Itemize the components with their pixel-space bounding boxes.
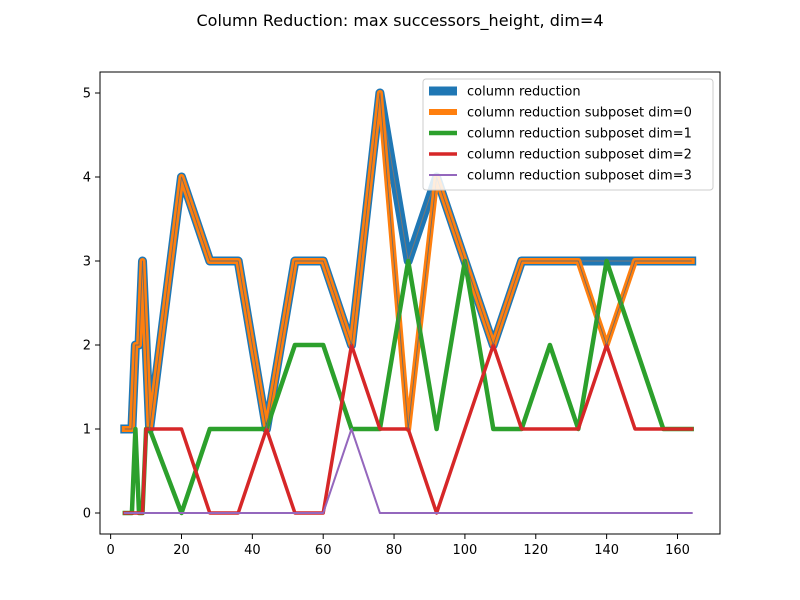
y-tick-label: 1 — [83, 423, 91, 438]
y-tick-label: 4 — [83, 171, 91, 186]
x-tick-label: 160 — [665, 543, 690, 558]
y-tick-label: 5 — [83, 87, 91, 102]
series-line-4 — [123, 428, 693, 514]
legend-label-1: column reduction subposet dim=0 — [467, 106, 692, 121]
x-axis: 0 20 40 60 80 100 120 140 160 — [106, 534, 690, 558]
x-tick-label: 120 — [523, 543, 548, 558]
x-tick-label: 20 — [173, 543, 190, 558]
x-tick-label: 0 — [106, 543, 114, 558]
x-tick-label: 140 — [594, 543, 619, 558]
axes-frame — [99, 71, 721, 535]
series-line-1-edge — [124, 92, 692, 430]
y-tick-label: 0 — [83, 507, 91, 522]
legend-label-0: column reduction — [467, 85, 581, 100]
x-tick-label: 60 — [315, 543, 332, 558]
legend-label-4: column reduction subposet dim=3 — [467, 169, 692, 184]
legend-box — [422, 78, 714, 191]
chart-title: Column Reduction: max successors_height,… — [197, 11, 604, 31]
legend-label-3: column reduction subposet dim=2 — [467, 148, 692, 163]
series-layer — [120, 88, 697, 516]
y-tick-label: 3 — [83, 255, 91, 270]
x-tick-label: 40 — [244, 543, 261, 558]
y-axis: 0 1 2 3 4 5 — [83, 87, 100, 522]
y-tick-label: 2 — [83, 339, 91, 354]
x-tick-label: 80 — [386, 543, 403, 558]
legend-label-2: column reduction subposet dim=1 — [467, 127, 692, 142]
x-tick-label: 100 — [453, 543, 478, 558]
legend: column reduction column reduction subpose… — [422, 78, 714, 191]
